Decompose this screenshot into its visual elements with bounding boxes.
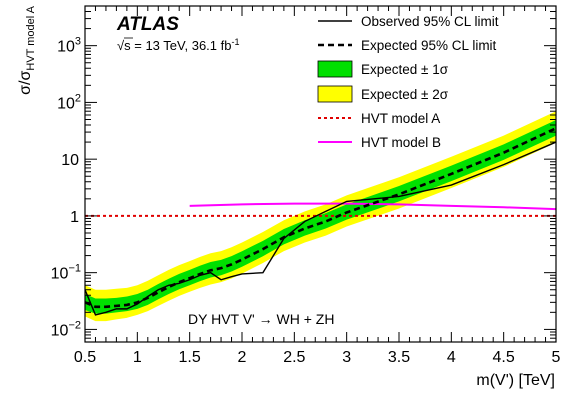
x-tick-label: 5 (552, 349, 561, 366)
expected-limit-line (85, 127, 556, 309)
x-axis: 0.5 1 1.5 2 2.5 3 3.5 4 4.5 5 (74, 6, 561, 366)
sqrt-symbol: √ (117, 38, 125, 53)
x-tick-label: 1.5 (179, 349, 201, 366)
lumi-exponent: -1 (231, 37, 239, 47)
x-tick-label: 4 (447, 349, 456, 366)
y-axis-title-main: σ/σ (17, 70, 34, 94)
y-tick-label: 10 (61, 152, 79, 169)
sqrt-s-label: s (124, 38, 131, 53)
observed-limit-line (85, 141, 556, 316)
x-tick-label: 2 (238, 349, 247, 366)
y-axis: 10−2 10−1 1 10 102 103 (51, 10, 556, 339)
y-axis-title-sub: HVT model A (25, 5, 37, 70)
x-tick-label: 4.5 (493, 349, 515, 366)
legend-2sigma-label: Expected ± 2σ (361, 87, 449, 102)
energy-lumi-text: = 13 TeV, 36.1 fb (131, 38, 232, 53)
legend-2sigma-swatch (317, 85, 353, 103)
legend-1sigma-label: Expected ± 1σ (361, 62, 449, 77)
plot-area (85, 111, 556, 322)
hvt-model-b-line (189, 202, 556, 211)
x-tick-label: 0.5 (74, 349, 96, 366)
process-annotation: DY HVT V' → WH + ZH (188, 311, 334, 327)
x-tick-label: 1 (133, 349, 142, 366)
y-tick-label: 103 (57, 36, 81, 56)
y-tick-label: 10−1 (51, 263, 81, 283)
y-tick-label: 10−2 (51, 319, 81, 339)
legend-expected-label: Expected 95% CL limit (361, 38, 497, 53)
legend-hvt-b-label: HVT model B (361, 135, 441, 150)
x-tick-label: 2.5 (283, 349, 305, 366)
y-axis-title: σ/σHVT model A (17, 5, 37, 94)
plot-frame (84, 5, 557, 343)
y-tick-label: 1 (70, 209, 79, 226)
experiment-label: ATLAS (116, 14, 179, 35)
x-tick-label: 3.5 (388, 349, 410, 366)
legend-observed-label: Observed 95% CL limit (361, 14, 499, 29)
x-axis-title: m(V') [TeV] (476, 372, 555, 389)
legend: Observed 95% CL limit Expected 95% CL li… (317, 14, 499, 150)
y-tick-label: 102 (57, 92, 81, 112)
legend-hvt-a-label: HVT model A (361, 111, 440, 126)
legend-1sigma-swatch (317, 60, 353, 78)
energy-lumi-label: √s = 13 TeV, 36.1 fb-1 (117, 37, 240, 53)
x-tick-label: 3 (342, 349, 351, 366)
